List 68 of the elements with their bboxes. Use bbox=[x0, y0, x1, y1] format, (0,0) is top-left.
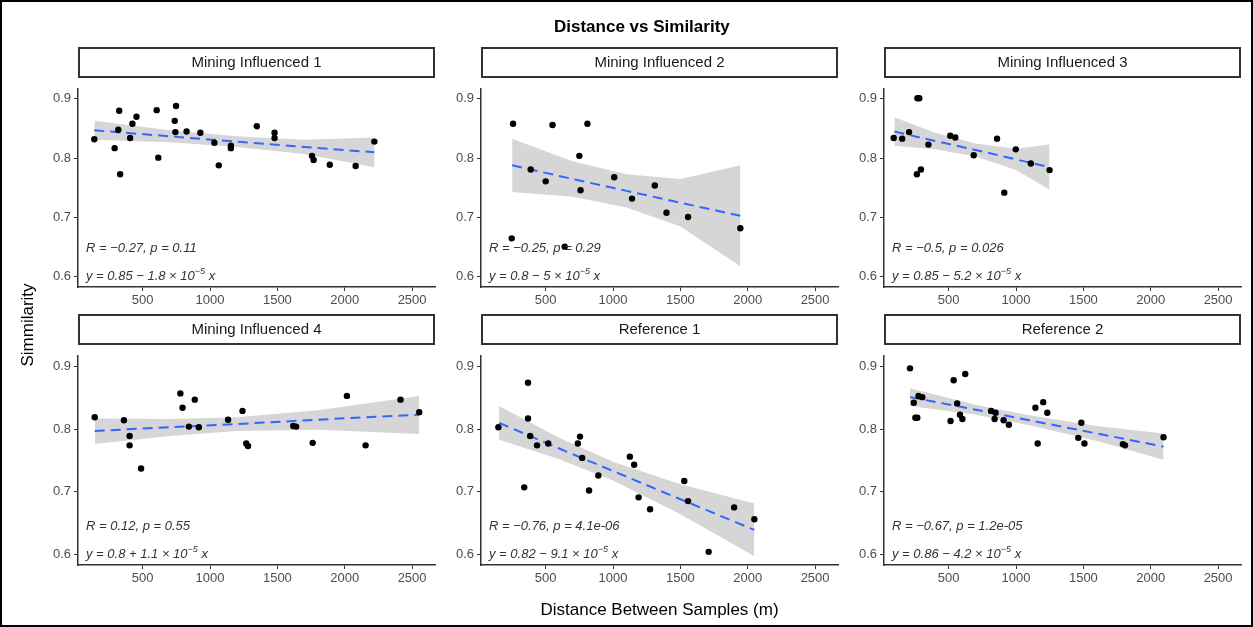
annotation: R = −0.27, p = 0.11 bbox=[86, 240, 197, 255]
x-tick-label: 1000 bbox=[598, 570, 628, 586]
x-tick-label: 1000 bbox=[195, 570, 225, 586]
x-tick-label: 500 bbox=[937, 292, 960, 308]
x-tick-label: 500 bbox=[534, 570, 557, 586]
x-tick-label: 2000 bbox=[1136, 292, 1166, 308]
x-tick-label: 2500 bbox=[397, 570, 427, 586]
annotation: R = 0.12, p = 0.55 bbox=[86, 518, 191, 533]
y-tick-label: 0.9 bbox=[52, 358, 71, 374]
y-tick-label: 0.9 bbox=[455, 90, 474, 106]
chart-subtitle: Mining Influenced 1 bbox=[78, 47, 435, 78]
annotation: R = −0.67, p = 1.2e-05 bbox=[892, 518, 1024, 533]
y-tick-label: 0.6 bbox=[455, 268, 474, 284]
x-tick-label: 500 bbox=[131, 292, 154, 308]
x-tick-label: 1000 bbox=[1001, 570, 1031, 586]
chart-subtitle: Mining Influenced 4 bbox=[78, 314, 435, 345]
x-tick-label: 2500 bbox=[800, 292, 830, 308]
x-tick-label: 1500 bbox=[665, 292, 695, 308]
y-tick-label: 0.7 bbox=[455, 483, 474, 499]
text: Distance vs Similarity bbox=[554, 17, 730, 37]
y-tick-label: 0.8 bbox=[455, 149, 474, 165]
y-tick-label: 0.8 bbox=[52, 149, 71, 165]
y-tick-label: 0.7 bbox=[52, 209, 71, 225]
y-tick-label: 0.6 bbox=[52, 545, 71, 561]
x-tick-label: 2000 bbox=[1136, 570, 1166, 586]
y-tick-label: 0.6 bbox=[455, 545, 474, 561]
text: Simmilarity bbox=[18, 283, 38, 367]
y-tick-label: 0.9 bbox=[858, 90, 877, 106]
x-tick-label: 1500 bbox=[262, 292, 292, 308]
annotation: R = −0.5, p = 0.026 bbox=[892, 240, 1005, 255]
y-tick-label: 0.7 bbox=[858, 209, 877, 225]
x-tick-label: 1500 bbox=[1068, 292, 1098, 308]
x-tick-label: 1000 bbox=[195, 292, 225, 308]
y-tick-label: 0.7 bbox=[52, 483, 71, 499]
x-tick-label: 2000 bbox=[733, 570, 763, 586]
x-tick-label: 500 bbox=[131, 570, 154, 586]
x-tick-label: 2000 bbox=[330, 570, 360, 586]
chart-subtitle: Reference 1 bbox=[481, 314, 838, 345]
chart-subtitle: Mining Influenced 3 bbox=[884, 47, 1241, 78]
y-tick-label: 0.9 bbox=[858, 358, 877, 374]
y-tick-label: 0.8 bbox=[52, 420, 71, 436]
text: Distance Between Samples (m) bbox=[540, 600, 779, 620]
x-tick-label: 1500 bbox=[665, 570, 695, 586]
y-tick-label: 0.9 bbox=[52, 90, 71, 106]
y-tick-label: 0.6 bbox=[52, 268, 71, 284]
x-tick-label: 500 bbox=[937, 570, 960, 586]
chart-subtitle: Reference 2 bbox=[884, 314, 1241, 345]
x-tick-label: 1000 bbox=[598, 292, 628, 308]
y-tick-label: 0.8 bbox=[858, 420, 877, 436]
x-tick-label: 2500 bbox=[1203, 570, 1233, 586]
x-tick-label: 1500 bbox=[1068, 570, 1098, 586]
y-tick-label: 0.7 bbox=[858, 483, 877, 499]
x-tick-label: 500 bbox=[534, 292, 557, 308]
x-tick-label: 1500 bbox=[262, 570, 292, 586]
x-tick-label: 2500 bbox=[1203, 292, 1233, 308]
y-tick-label: 0.8 bbox=[858, 149, 877, 165]
y-tick-label: 0.8 bbox=[455, 420, 474, 436]
x-tick-label: 1000 bbox=[1001, 292, 1031, 308]
y-tick-label: 0.6 bbox=[858, 268, 877, 284]
y-tick-label: 0.6 bbox=[858, 545, 877, 561]
x-tick-label: 2500 bbox=[397, 292, 427, 308]
x-tick-label: 2000 bbox=[330, 292, 360, 308]
x-tick-label: 2500 bbox=[800, 570, 830, 586]
y-tick-label: 0.9 bbox=[455, 358, 474, 374]
chart-subtitle: Mining Influenced 2 bbox=[481, 47, 838, 78]
y-tick-label: 0.7 bbox=[455, 209, 474, 225]
x-tick-label: 2000 bbox=[733, 292, 763, 308]
annotation: R = −0.76, p = 4.1e-06 bbox=[489, 518, 621, 533]
